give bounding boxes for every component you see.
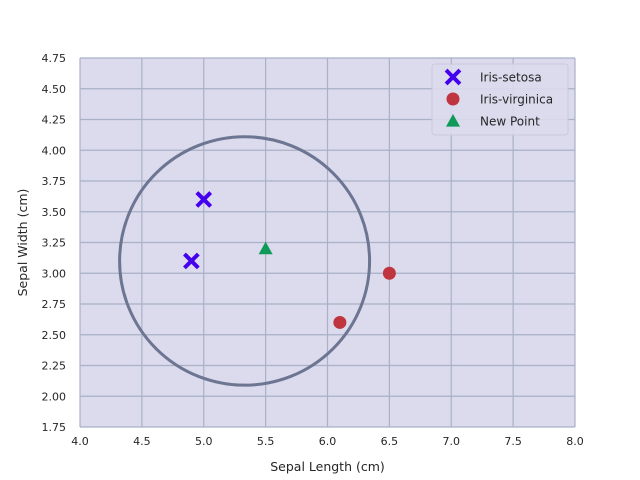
legend-label-new-point: New Point: [480, 115, 540, 129]
y-tick-label: 3.25: [42, 237, 67, 250]
legend-marker-new-point: [446, 114, 460, 127]
legend-label-iris-virginica: Iris-virginica: [480, 93, 553, 107]
iris-setosa-point: [183, 252, 200, 270]
iris-virginica-point: [382, 266, 396, 280]
iris-virginica-point: [333, 315, 347, 329]
y-axis-label: Sepal Width (cm): [15, 189, 30, 297]
y-tick-label: 2.75: [42, 298, 67, 311]
x-tick-label: 8.0: [566, 435, 584, 448]
x-tick-label: 5.0: [195, 435, 213, 448]
y-tick-label: 4.75: [42, 52, 67, 65]
x-tick-label: 4.0: [71, 435, 89, 448]
circle-annotation-layer: [118, 135, 372, 387]
legend: Iris-setosa Iris-virginica New Point: [431, 63, 569, 136]
y-tick-labels: 1.75 2.00 2.25 2.50 2.75 3.00 3.25 3.50 3.75 4.00…: [42, 52, 67, 434]
legend-label-iris-setosa: Iris-setosa: [480, 71, 542, 85]
x-tick-label: 7.5: [504, 435, 522, 448]
x-tick-labels: 4.0 4.5 5.0 5.5 6.0 6.5 7.0 7.5 8.0: [71, 435, 584, 448]
x-tick-label: 6.0: [319, 435, 337, 448]
y-tick-label: 1.75: [42, 421, 67, 434]
data-points: [183, 191, 396, 329]
y-tick-label: 2.50: [42, 329, 67, 342]
x-tick-label: 6.5: [381, 435, 399, 448]
x-tick-label: 7.0: [443, 435, 461, 448]
x-tick-label: 4.5: [133, 435, 151, 448]
y-tick-label: 2.25: [42, 360, 67, 373]
y-tick-label: 4.50: [42, 83, 67, 96]
y-tick-label: 3.75: [42, 175, 67, 188]
y-tick-label: 3.00: [42, 267, 67, 280]
x-tick-label: 5.5: [257, 435, 275, 448]
y-tick-label: 3.50: [42, 206, 67, 219]
neighborhood-circle: [118, 135, 372, 387]
y-tick-label: 2.00: [42, 390, 67, 403]
new-point-point: [258, 241, 273, 255]
iris-setosa-point: [195, 191, 213, 208]
y-tick-label: 4.25: [42, 114, 67, 127]
x-axis-label: Sepal Length (cm): [270, 459, 385, 474]
legend-box: [431, 63, 569, 136]
y-tick-label: 4.00: [42, 144, 67, 157]
legend-marker-iris-setosa: [444, 68, 462, 86]
legend-marker-iris-virginica: [446, 92, 460, 106]
